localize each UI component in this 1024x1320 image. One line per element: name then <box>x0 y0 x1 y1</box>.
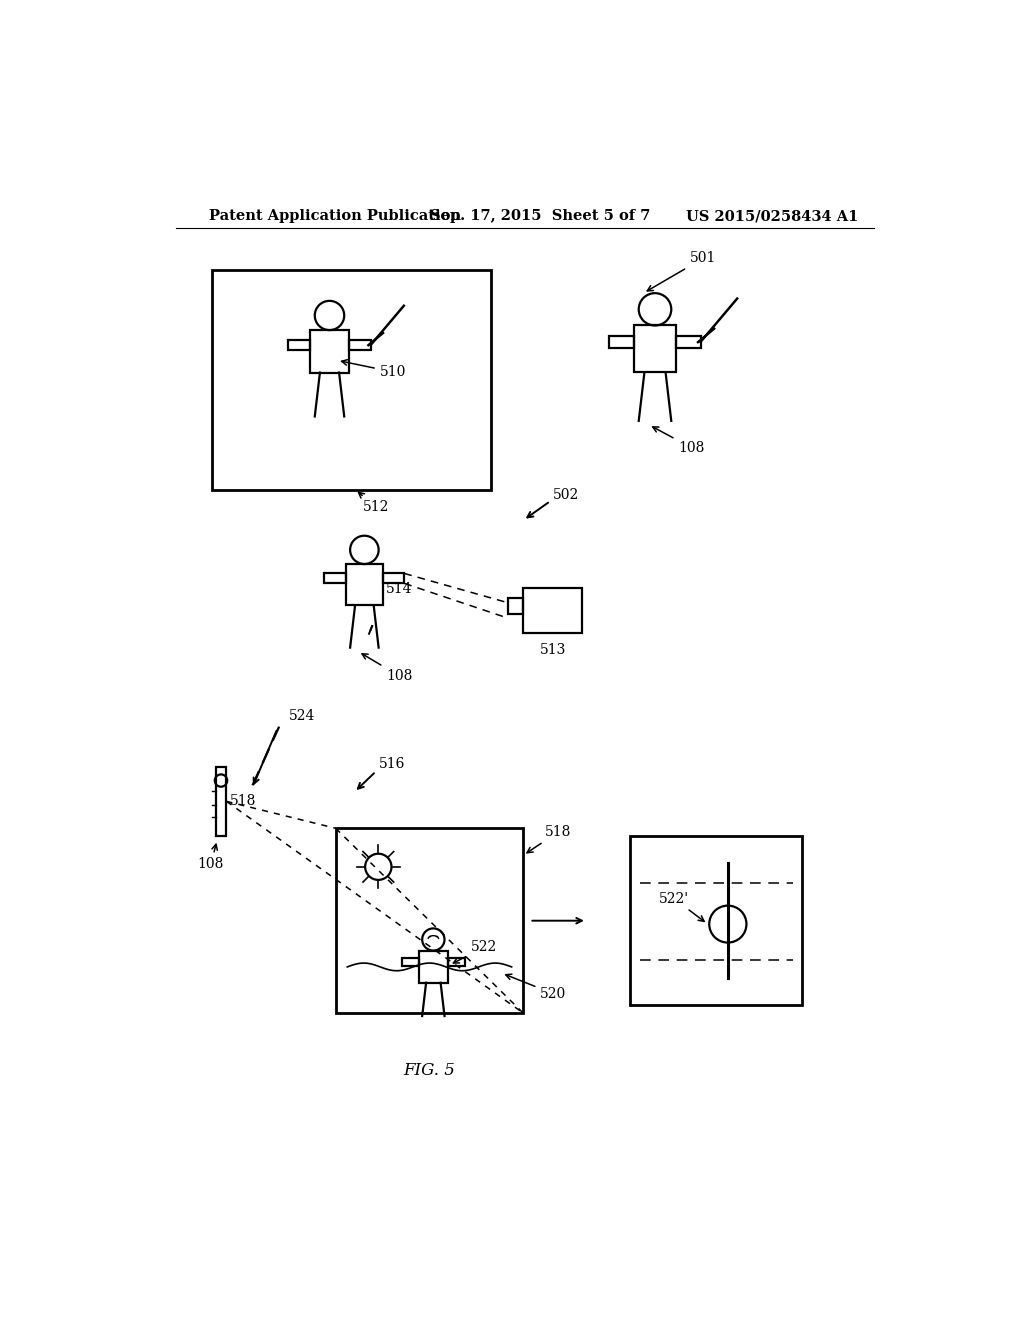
Bar <box>212 271 490 490</box>
Bar <box>634 326 676 372</box>
Text: 516: 516 <box>379 758 406 771</box>
Text: 501: 501 <box>647 251 716 290</box>
Text: Sep. 17, 2015  Sheet 5 of 7: Sep. 17, 2015 Sheet 5 of 7 <box>430 209 650 223</box>
Bar <box>325 573 346 583</box>
Bar <box>336 829 523 1014</box>
Text: 522': 522' <box>658 891 705 921</box>
Text: 520: 520 <box>506 974 566 1001</box>
Bar <box>508 598 523 615</box>
Bar <box>310 330 348 372</box>
Bar <box>348 339 371 350</box>
Text: 518: 518 <box>230 795 257 808</box>
Text: Patent Application Publication: Patent Application Publication <box>209 209 462 223</box>
Text: 510: 510 <box>342 359 407 379</box>
Text: 512: 512 <box>358 492 389 513</box>
Bar <box>523 589 583 632</box>
Text: 108: 108 <box>362 653 413 682</box>
Text: 513: 513 <box>540 643 566 657</box>
Text: 524: 524 <box>289 710 314 723</box>
Bar <box>609 337 634 347</box>
Bar <box>630 836 802 1006</box>
Bar <box>447 958 465 966</box>
Bar <box>289 339 310 350</box>
Text: US 2015/0258434 A1: US 2015/0258434 A1 <box>686 209 858 223</box>
Text: 108: 108 <box>652 426 705 454</box>
Text: FIG. 5: FIG. 5 <box>403 1061 456 1078</box>
Text: 518: 518 <box>527 825 571 853</box>
Text: 514: 514 <box>386 582 413 595</box>
Bar <box>676 337 700 347</box>
Text: 522: 522 <box>454 940 498 964</box>
Text: 502: 502 <box>553 488 579 502</box>
Bar <box>216 767 226 836</box>
Bar <box>383 573 404 583</box>
Bar <box>402 958 419 966</box>
Text: 108: 108 <box>198 845 224 871</box>
Bar <box>346 564 383 605</box>
Bar <box>419 950 447 982</box>
